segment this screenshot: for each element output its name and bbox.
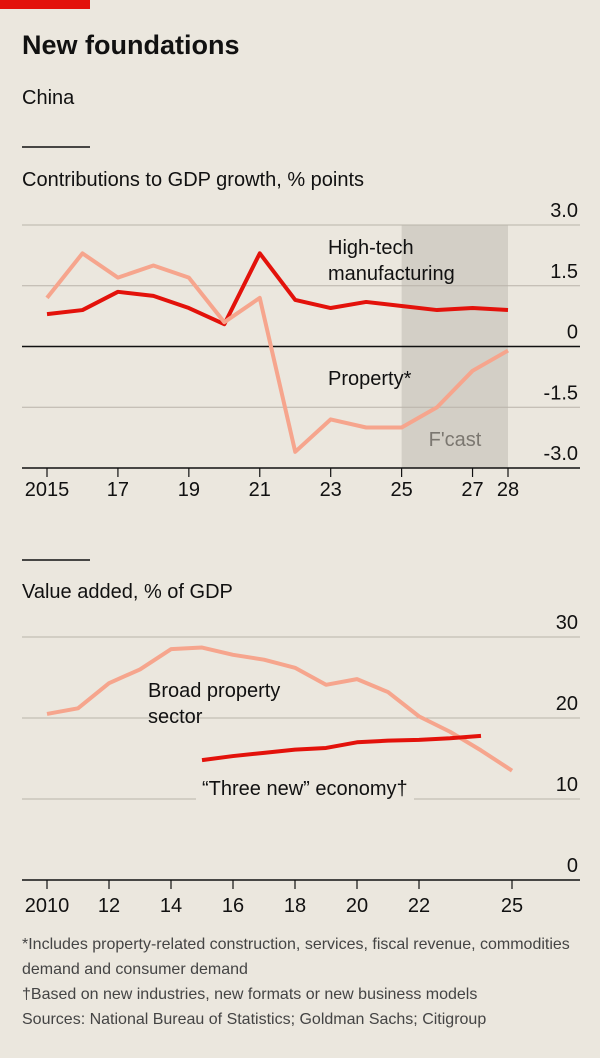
series-line <box>201 733 482 763</box>
footnotes: *Includes property-related construction,… <box>22 932 582 1032</box>
x-tick-label: 18 <box>284 895 306 917</box>
x-tick-label: 20 <box>346 895 368 917</box>
footnote: †Based on new industries, new formats or… <box>22 986 478 1003</box>
x-tick-label: 23 <box>320 479 342 501</box>
series-label: High-tech manufacturing <box>328 237 455 285</box>
panel-title: Value added, % of GDP <box>22 581 233 603</box>
y-tick-label: 20 <box>556 693 578 715</box>
y-tick-label: 1.5 <box>550 261 578 283</box>
brand-bar <box>0 0 90 9</box>
footnote: Sources: National Bureau of Statistics; … <box>22 1011 487 1028</box>
forecast-label: F'cast <box>429 429 482 451</box>
x-tick-label: 27 <box>461 479 483 501</box>
x-tick-label: 21 <box>249 479 271 501</box>
x-tick-label: 22 <box>408 895 430 917</box>
y-tick-label: 0 <box>567 322 578 344</box>
x-tick-label: 16 <box>222 895 244 917</box>
y-tick-label: 3.0 <box>550 200 578 222</box>
subtitle: China <box>22 87 75 109</box>
panel-title: Contributions to GDP growth, % points <box>22 169 364 191</box>
series-line <box>46 251 509 327</box>
series-line <box>46 645 514 773</box>
series-label: Broad property sector <box>148 680 281 728</box>
footnote: *Includes property-related construction,… <box>22 936 570 978</box>
y-tick-label: 0 <box>567 855 578 877</box>
x-tick-label: 2015 <box>25 479 70 501</box>
x-tick-label: 19 <box>178 479 200 501</box>
y-tick-label: -1.5 <box>544 382 578 404</box>
x-tick-label: 25 <box>390 479 412 501</box>
x-tick-label: 2010 <box>25 895 70 917</box>
y-tick-label: 30 <box>556 612 578 634</box>
x-tick-label: 28 <box>497 479 519 501</box>
series-label: Property* <box>328 368 412 390</box>
series-label: “Three new” economy† <box>196 776 414 802</box>
x-tick-label: 12 <box>98 895 120 917</box>
x-tick-label: 25 <box>501 895 523 917</box>
y-tick-label: -3.0 <box>544 443 578 465</box>
title: New foundations <box>22 30 240 60</box>
x-tick-label: 14 <box>160 895 182 917</box>
series-line <box>45 251 509 454</box>
y-tick-label: 10 <box>556 774 578 796</box>
x-tick-label: 17 <box>107 479 129 501</box>
